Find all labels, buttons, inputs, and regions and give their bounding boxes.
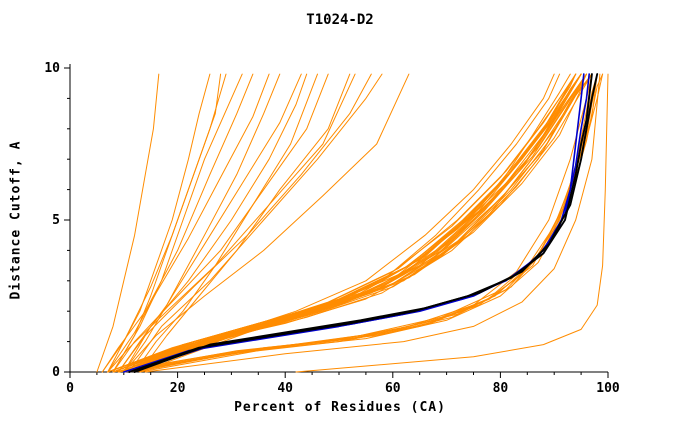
model-curve-orange bbox=[112, 73, 243, 373]
model-curve-orange bbox=[107, 73, 577, 373]
model-curve-orange bbox=[117, 73, 571, 373]
model-curve-orange bbox=[123, 73, 582, 373]
model-curve-orange bbox=[101, 73, 254, 373]
model-curve-orange bbox=[123, 73, 593, 373]
chart-title: T1024-D2 bbox=[306, 12, 374, 28]
model-curve-orange bbox=[117, 73, 587, 373]
highlight-curve-black bbox=[133, 73, 599, 373]
model-curve-orange bbox=[128, 73, 598, 373]
model-curve-orange bbox=[96, 73, 160, 373]
model-curve-orange bbox=[139, 73, 593, 373]
model-curve-orange bbox=[123, 73, 587, 373]
x-tick-label: 40 bbox=[277, 381, 293, 396]
model-curve-orange bbox=[112, 73, 582, 373]
model-curve-orange bbox=[128, 73, 593, 373]
x-tick-label: 60 bbox=[385, 381, 401, 396]
model-curve-orange bbox=[107, 73, 577, 373]
x-tick-label: 0 bbox=[66, 381, 74, 396]
model-curve-orange bbox=[123, 73, 593, 373]
highlight-curve-blue bbox=[123, 73, 585, 373]
model-curve-orange bbox=[295, 73, 609, 373]
model-curve-orange bbox=[134, 73, 593, 373]
model-curve-orange bbox=[134, 73, 318, 373]
model-curve-orange bbox=[112, 73, 582, 373]
x-axis-label: Percent of Residues (CA) bbox=[234, 400, 446, 415]
model-curve-orange bbox=[139, 73, 598, 373]
model-curve-orange bbox=[112, 73, 227, 373]
y-tick-label: 5 bbox=[52, 213, 60, 228]
model-curve-orange bbox=[134, 73, 604, 373]
model-curve-orange bbox=[139, 73, 351, 373]
model-curve-orange bbox=[144, 73, 601, 373]
model-curve-orange bbox=[123, 73, 308, 373]
model-curve-orange bbox=[117, 73, 598, 373]
x-tick-label: 20 bbox=[170, 381, 186, 396]
x-tick-label: 100 bbox=[596, 381, 620, 396]
model-curve-orange bbox=[112, 73, 329, 373]
highlight-curve-black bbox=[128, 73, 593, 373]
x-tick-label: 80 bbox=[493, 381, 509, 396]
y-tick-label: 10 bbox=[44, 61, 60, 76]
model-curve-orange bbox=[112, 73, 593, 373]
model-curve-orange bbox=[134, 73, 593, 373]
model-curve-orange bbox=[107, 73, 211, 373]
model-curve-orange bbox=[123, 73, 587, 373]
model-curve-orange bbox=[107, 73, 270, 373]
model-curve-orange bbox=[117, 73, 281, 373]
model-curve-orange bbox=[123, 73, 302, 373]
y-axis-label: Distance Cutoff, A bbox=[8, 140, 24, 300]
model-curve-orange bbox=[107, 73, 577, 373]
y-tick-label: 0 bbox=[52, 365, 60, 380]
model-curve-orange bbox=[117, 73, 598, 373]
model-curve-orange bbox=[101, 73, 222, 373]
model-curve-orange bbox=[112, 73, 582, 373]
model-curve-orange bbox=[123, 73, 582, 373]
model-curve-orange bbox=[123, 73, 410, 373]
model-curve-orange bbox=[134, 73, 587, 373]
model-curve-orange bbox=[128, 73, 383, 373]
model-curve-orange bbox=[117, 73, 582, 373]
model-curve-orange bbox=[123, 73, 604, 373]
